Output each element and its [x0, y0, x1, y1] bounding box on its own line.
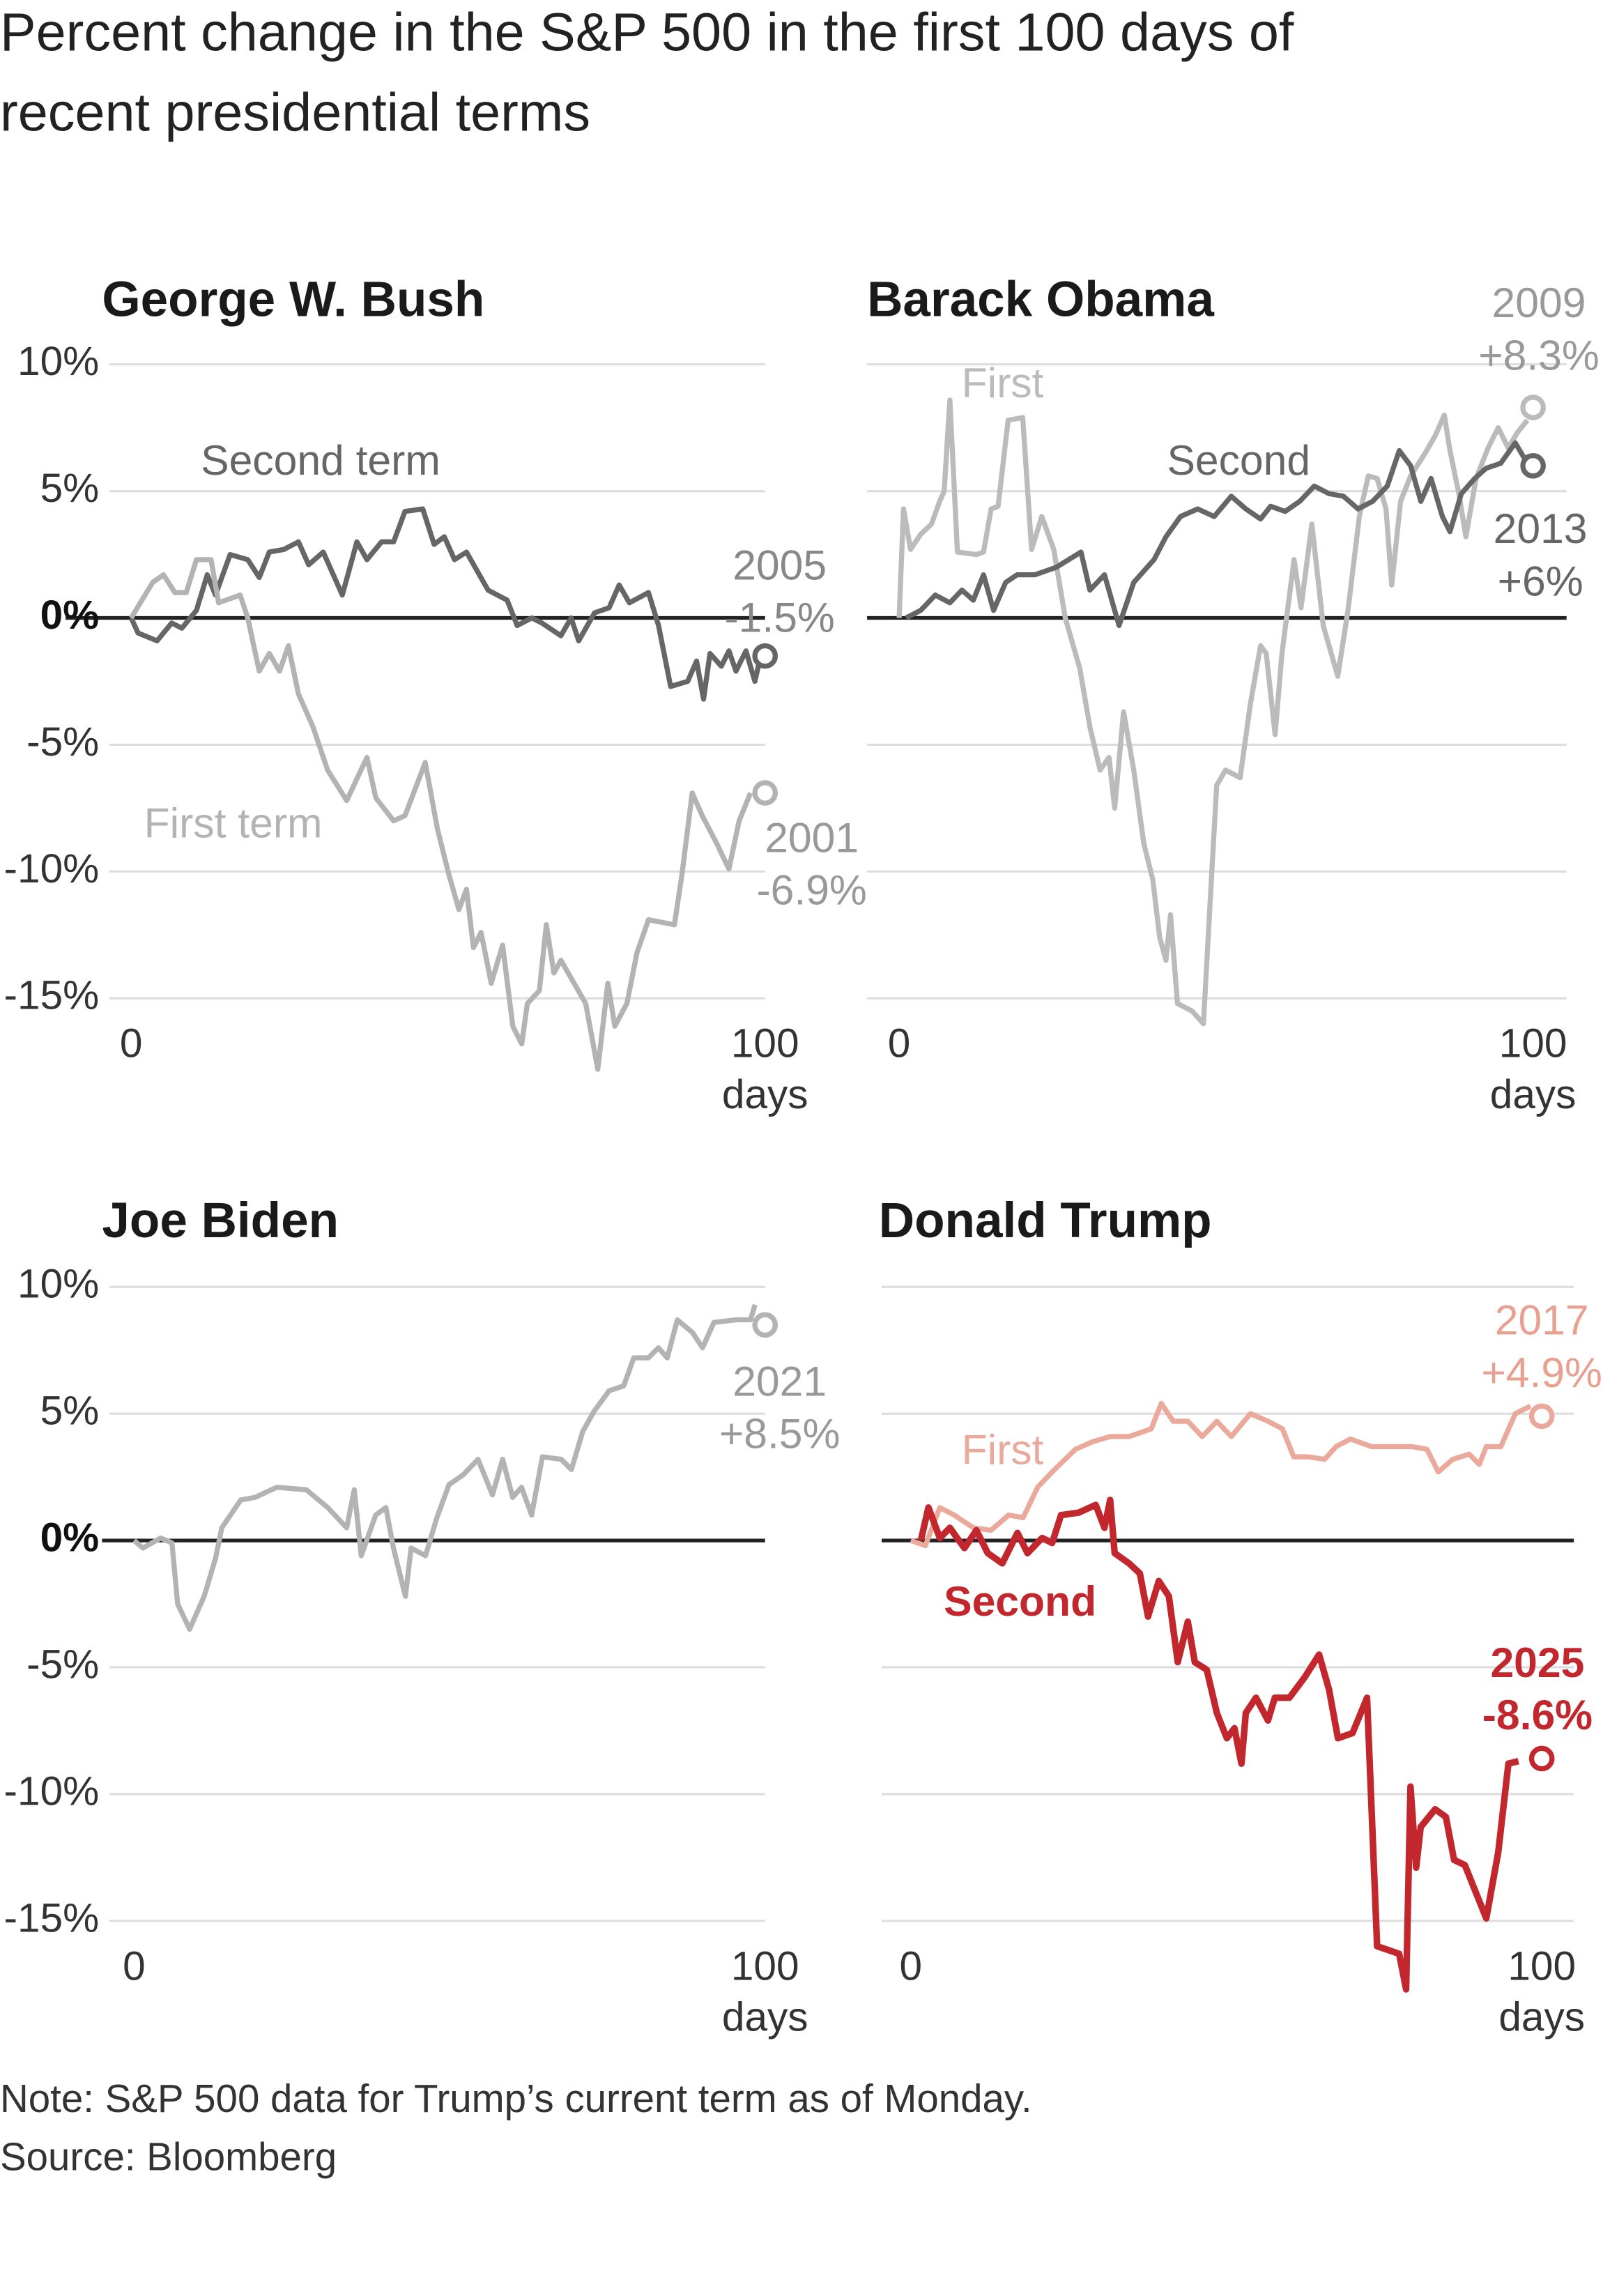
series-label: Second [1167, 436, 1310, 484]
x-tick-label: 100 [731, 1021, 799, 1066]
y-tick-label: -15% [4, 1895, 100, 1941]
end-year: 2009 [1492, 279, 1586, 326]
end-value-label: -1.5% [724, 594, 834, 641]
end-marker [1520, 395, 1546, 420]
series-line [896, 397, 1530, 1027]
end-year: 2025 [1490, 1639, 1584, 1686]
end-year: 2017 [1495, 1296, 1589, 1344]
series-line [910, 1400, 1532, 1549]
note: Note: S&P 500 data for Trump’s current t… [0, 2076, 1032, 2120]
x-tick-label: 0 [120, 1021, 143, 1066]
y-tick-label: 5% [40, 466, 100, 511]
end-marker [752, 643, 779, 669]
x-axis-label: days [1498, 1994, 1585, 2039]
title: Percent change in the S&P 500 in the fir… [0, 3, 1294, 63]
series-label: First term [144, 799, 323, 847]
y-tick-label: 5% [40, 1388, 100, 1434]
x-tick-label: 100 [1499, 1021, 1567, 1066]
series-label: First [962, 1426, 1044, 1474]
x-tick-label: 100 [731, 1943, 799, 1989]
series-line [128, 506, 764, 702]
y-tick-label: 10% [17, 1262, 99, 1307]
series-line [132, 1303, 758, 1632]
end-year: 2001 [765, 813, 859, 861]
end-marker [1520, 452, 1546, 479]
end-marker [752, 780, 779, 806]
series-line [905, 440, 1530, 629]
y-tick-label: -5% [26, 719, 99, 765]
x-tick-label: 100 [1508, 1943, 1576, 1989]
end-value-label: -8.6% [1482, 1691, 1593, 1738]
x-axis-label: days [1490, 1072, 1577, 1117]
end-year: 2005 [733, 541, 827, 588]
source: Source: Bloomberg [0, 2135, 337, 2179]
y-tick-label: -10% [4, 846, 100, 891]
end-value-label: +4.9% [1481, 1349, 1602, 1396]
panel-title: George W. Bush [102, 273, 484, 328]
x-tick-label: 0 [888, 1021, 911, 1066]
title: recent presidential terms [0, 83, 590, 143]
y-tick-label: 10% [17, 339, 99, 384]
x-axis-label: days [722, 1994, 808, 2039]
x-tick-label: 0 [900, 1943, 923, 1989]
series-line [917, 1497, 1519, 1993]
end-year: 2013 [1494, 505, 1588, 552]
x-tick-label: 0 [123, 1943, 146, 1989]
series-line [129, 557, 753, 1072]
end-marker [1528, 1403, 1555, 1430]
x-axis-label: days [722, 1072, 808, 1117]
panel-title: Joe Biden [102, 1193, 339, 1248]
end-value-label: -6.9% [756, 866, 866, 914]
end-value-label: +8.5% [719, 1410, 841, 1457]
series-label: First [962, 359, 1044, 406]
panel-title: Donald Trump [879, 1193, 1212, 1248]
y-tick-label: -10% [4, 1768, 100, 1814]
end-value-label: +8.3% [1478, 331, 1600, 378]
y-tick-label: -15% [4, 973, 100, 1018]
panel-title: Barack Obama [867, 273, 1214, 328]
end-year: 2021 [733, 1357, 827, 1405]
y-tick-label: -5% [26, 1641, 99, 1687]
series-label: Second [944, 1577, 1096, 1625]
end-marker [1528, 1745, 1555, 1772]
y-tick-label: 0% [40, 592, 100, 638]
end-marker [752, 1312, 779, 1338]
end-value-label: +6% [1498, 557, 1583, 604]
y-tick-label: 0% [40, 1515, 100, 1561]
series-label: Second term [201, 436, 440, 484]
